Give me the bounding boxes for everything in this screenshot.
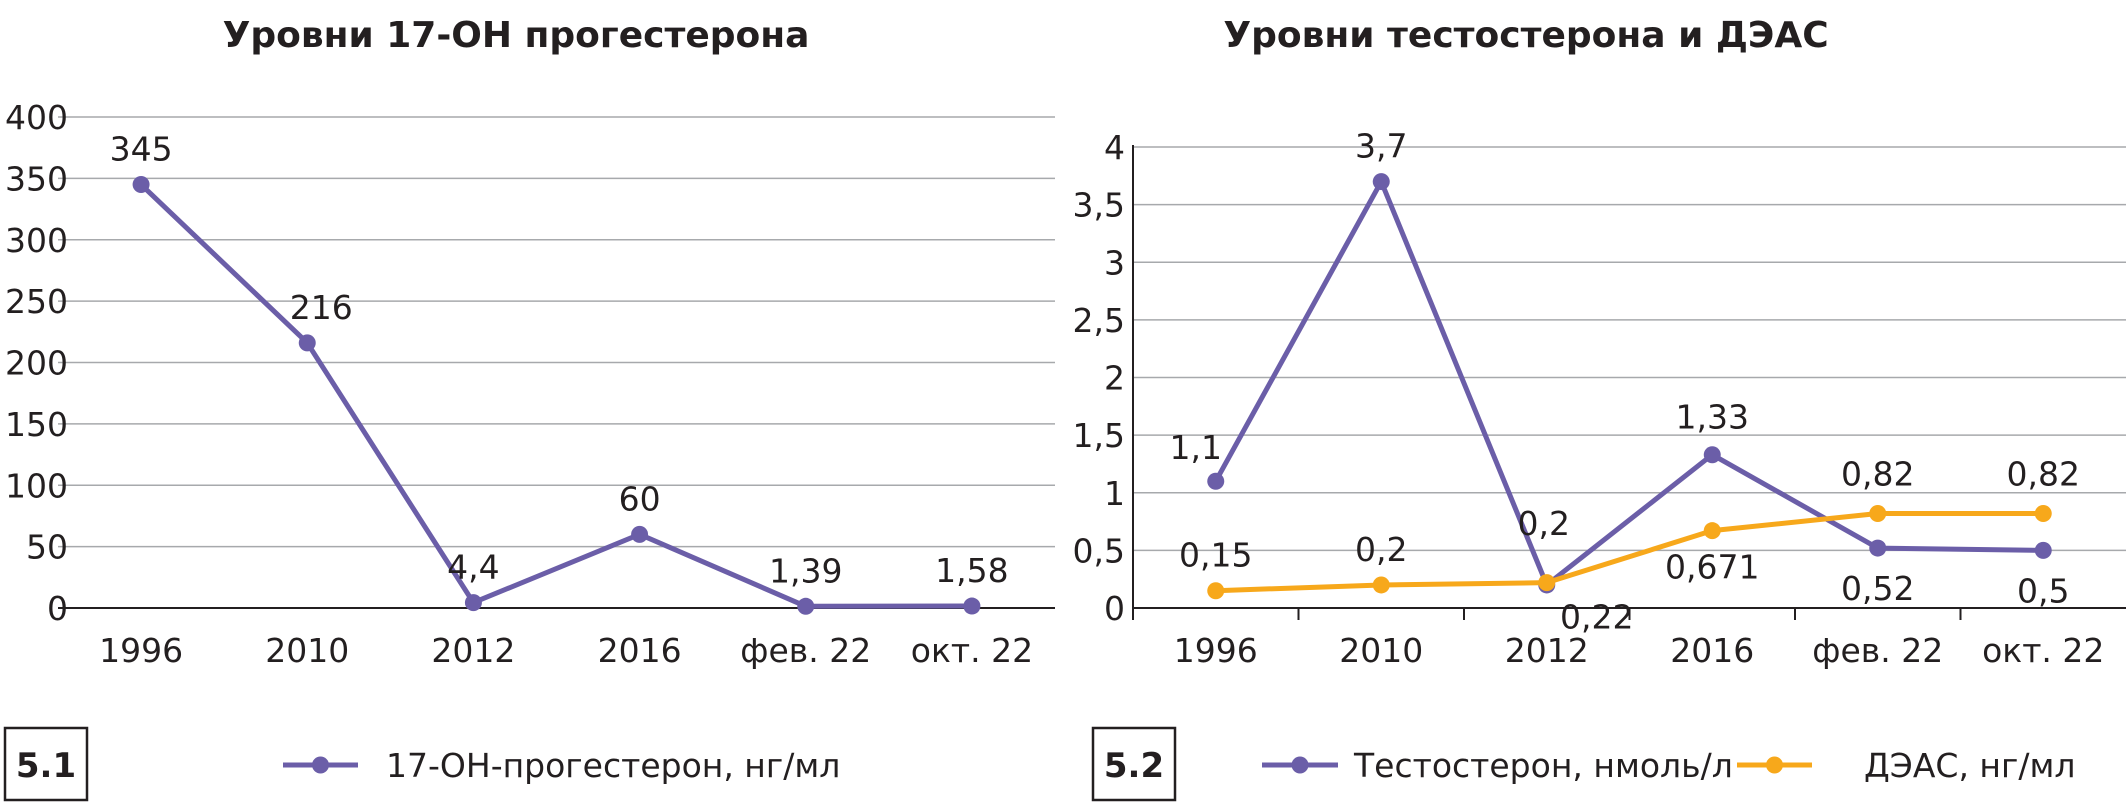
y-tick-label: 3,5 bbox=[1073, 186, 1125, 225]
legend-marker bbox=[312, 756, 329, 774]
data-point bbox=[1703, 446, 1721, 464]
chart-1-badge: 5.1 bbox=[3, 726, 89, 802]
y-tick-label: 50 bbox=[26, 528, 68, 567]
y-tick-label: 4 bbox=[1104, 128, 1125, 167]
y-tick-label: 0,5 bbox=[1073, 531, 1125, 570]
data-point bbox=[298, 334, 316, 352]
data-point bbox=[1703, 522, 1721, 540]
data-point bbox=[1372, 173, 1390, 191]
chart-2-series: 1,1 3,7 0,2 1,33 0,52 0,5 0,15 0,2 0,22 0,671 0,82… bbox=[1170, 127, 2080, 637]
y-tick-label: 2 bbox=[1104, 359, 1125, 398]
badge-label: 5.2 bbox=[1104, 746, 1164, 786]
x-tick-label: 1996 bbox=[99, 631, 183, 670]
y-tick-label: 300 bbox=[5, 221, 68, 260]
data-label: 0,5 bbox=[2017, 571, 2069, 610]
chart-2-gridlines bbox=[1133, 146, 2126, 552]
x-tick-label: 1996 bbox=[1174, 631, 1258, 670]
x-tick-label: фев. 22 bbox=[1812, 631, 1943, 670]
badge-label: 5.1 bbox=[16, 746, 76, 786]
chart-2-x-axis: 1996 2010 2012 2016 фев. 22 окт. 22 bbox=[1132, 145, 2126, 670]
x-tick-label: фев. 22 bbox=[740, 631, 871, 670]
legend-label: ДЭАС, нг/мл bbox=[1864, 746, 2075, 785]
data-label: 0,671 bbox=[1665, 548, 1759, 587]
chart-2-legend: Тестостерон, нмоль/л ДЭАС, нг/мл bbox=[1262, 746, 2075, 785]
data-label: 0,22 bbox=[1560, 598, 1633, 637]
series-line bbox=[1215, 510, 2044, 594]
chart-testosterone-dheas: Уровни тестостерона и ДЭАС 0 0,5 1 1,5 2 2,5 3… bbox=[1073, 15, 2126, 802]
data-label: 1,58 bbox=[935, 551, 1008, 590]
data-label: 0,2 bbox=[1518, 504, 1570, 543]
data-label: 0,82 bbox=[1841, 454, 1914, 493]
y-tick-label: 0 bbox=[1104, 589, 1125, 628]
legend-label: Тестостерон, нмоль/л bbox=[1353, 746, 1733, 785]
data-label: 216 bbox=[290, 288, 353, 327]
y-tick-label: 1 bbox=[1104, 474, 1125, 513]
data-point bbox=[797, 597, 815, 615]
y-tick-label: 200 bbox=[5, 344, 68, 383]
chart-1-x-axis: 1996 2010 2012 2016 фев. 22 окт. 22 bbox=[58, 607, 1055, 670]
data-point bbox=[1372, 576, 1390, 594]
y-tick-label: 1,5 bbox=[1073, 416, 1125, 455]
x-tick-label: окт. 22 bbox=[911, 631, 1033, 670]
data-label: 1,33 bbox=[1676, 398, 1749, 437]
chart-17oh-progesterone: Уровни 17-ОН прогестерона 0 50 100 150 200 25… bbox=[3, 15, 1055, 802]
data-point bbox=[2034, 541, 2052, 559]
x-tick-label: 2012 bbox=[431, 631, 515, 670]
y-tick-label: 3 bbox=[1104, 243, 1125, 282]
data-label: 1,1 bbox=[1170, 428, 1222, 467]
data-point bbox=[132, 176, 150, 194]
y-tick-label: 2,5 bbox=[1073, 301, 1125, 340]
data-point bbox=[2034, 504, 2052, 522]
x-tick-label: 2016 bbox=[598, 631, 682, 670]
series-line bbox=[139, 182, 972, 609]
data-label: 1,39 bbox=[769, 551, 842, 590]
chart-1-title: Уровни 17-ОН прогестерона bbox=[223, 15, 810, 56]
chart-1-series: 345 216 4,4 60 1,39 1,58 bbox=[110, 130, 1009, 615]
data-label: 3,7 bbox=[1355, 127, 1407, 166]
y-tick-label: 150 bbox=[5, 405, 68, 444]
badge-frame bbox=[3, 726, 89, 802]
data-point bbox=[1207, 582, 1225, 600]
chart-1-y-axis: 0 50 100 150 200 250 300 350 400 bbox=[5, 98, 68, 628]
y-tick-label: 250 bbox=[5, 282, 68, 321]
x-tick-label: 2010 bbox=[265, 631, 349, 670]
y-tick-label: 350 bbox=[5, 159, 68, 198]
x-tick-label: окт. 22 bbox=[1982, 631, 2104, 670]
chart-1-gridlines bbox=[58, 116, 1055, 548]
legend-label: 17-ОН-прогестерон, нг/мл bbox=[386, 746, 840, 785]
x-tick-label: 2012 bbox=[1505, 631, 1589, 670]
data-point bbox=[1207, 472, 1225, 490]
y-tick-label: 100 bbox=[5, 466, 68, 505]
y-tick-label: 400 bbox=[5, 98, 68, 137]
chart-1-legend: 17-ОН-прогестерон, нг/мл bbox=[283, 746, 840, 785]
chart-2-y-axis: 0 0,5 1 1,5 2 2,5 3 3,5 4 bbox=[1073, 128, 1125, 628]
x-tick-label: 2010 bbox=[1339, 631, 1423, 670]
data-point bbox=[963, 597, 981, 615]
data-label: 0,2 bbox=[1355, 530, 1407, 569]
data-label: 0,52 bbox=[1841, 569, 1914, 608]
y-tick-label: 0 bbox=[47, 589, 68, 628]
data-label: 60 bbox=[619, 479, 661, 518]
series-line bbox=[1213, 179, 2044, 588]
data-label: 0,82 bbox=[2007, 454, 2080, 493]
legend-marker bbox=[1291, 756, 1309, 774]
chart-2-badge: 5.2 bbox=[1091, 726, 1177, 802]
chart-2-title: Уровни тестостерона и ДЭАС bbox=[1223, 15, 1828, 56]
data-label: 345 bbox=[110, 130, 173, 169]
badge-frame bbox=[1091, 726, 1177, 802]
data-point bbox=[464, 594, 482, 612]
data-point bbox=[1869, 504, 1887, 522]
data-label: 4,4 bbox=[447, 548, 499, 587]
data-point bbox=[1538, 574, 1556, 592]
data-point bbox=[1869, 539, 1887, 557]
legend-marker bbox=[1766, 756, 1783, 774]
data-point bbox=[631, 525, 649, 543]
data-label: 0,15 bbox=[1179, 536, 1252, 575]
x-tick-label: 2016 bbox=[1670, 631, 1754, 670]
